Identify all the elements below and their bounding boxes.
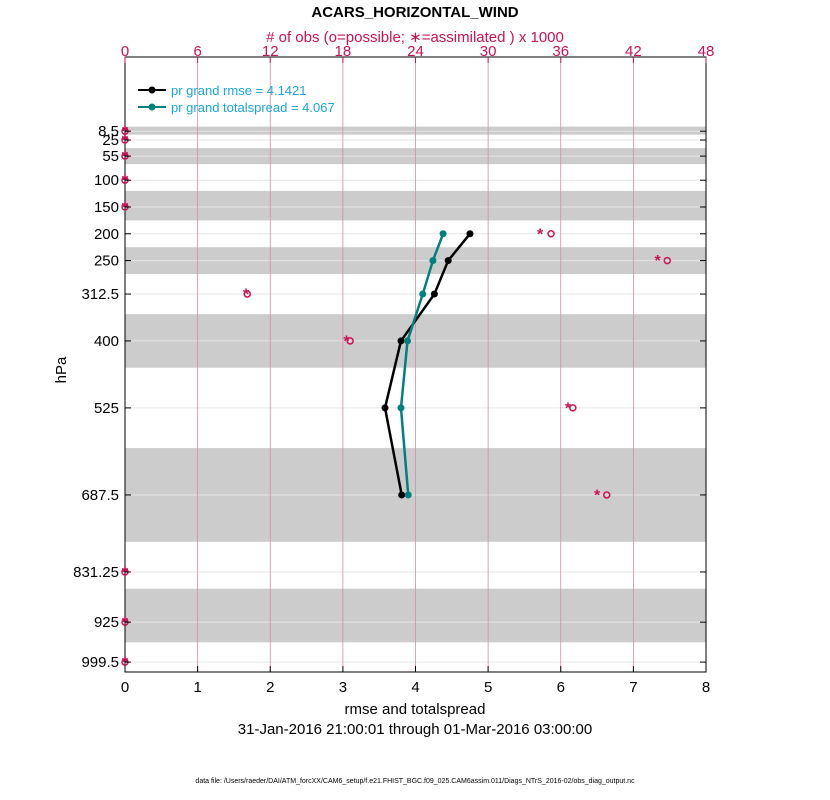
obs-assimilated-marker: * bbox=[122, 173, 129, 190]
top-tick-label: 18 bbox=[335, 43, 352, 60]
obs-assimilated-marker: * bbox=[537, 226, 544, 243]
obs-assimilated-marker: * bbox=[122, 655, 129, 672]
obs-possible-marker bbox=[602, 491, 611, 499]
top-tick-label: 36 bbox=[552, 43, 569, 60]
rmse-point bbox=[398, 491, 406, 499]
x-tick-label: 3 bbox=[339, 679, 347, 696]
y-tick-label: 200 bbox=[94, 226, 119, 243]
top-tick-label: 6 bbox=[193, 43, 201, 60]
x-axis-label: rmse and totalspread bbox=[345, 701, 486, 718]
chart-title: ACARS_HORIZONTAL_WIND bbox=[311, 4, 518, 21]
obs-possible-marker bbox=[663, 256, 672, 265]
obs-assimilated-marker: * bbox=[565, 400, 572, 417]
top-tick-label: 30 bbox=[480, 43, 497, 60]
y-tick-label: 250 bbox=[94, 253, 119, 270]
rmse-point bbox=[466, 230, 474, 238]
y-axis-label: hPa bbox=[53, 356, 70, 383]
y-tick-label: 150 bbox=[94, 199, 119, 216]
legend-spread-text: pr grand totalspread = 4.067 bbox=[171, 100, 335, 115]
y-tick-label: 925 bbox=[94, 614, 119, 631]
totalspread-point bbox=[429, 257, 437, 265]
obs-assimilated-marker: * bbox=[594, 487, 601, 504]
obs-possible-marker bbox=[547, 230, 555, 238]
y-tick-label: 8.5 bbox=[98, 123, 119, 140]
footer-data-file: data file: /Users/raeder/DAI/ATM_forcXX/… bbox=[195, 778, 635, 785]
obs-assimilated-marker: * bbox=[122, 149, 129, 166]
legend-spread-marker bbox=[148, 103, 156, 111]
rmse-point bbox=[430, 290, 438, 298]
obs-possible-marker bbox=[569, 404, 577, 412]
top-tick-label: 48 bbox=[698, 43, 715, 60]
x-tick-label: 8 bbox=[702, 679, 710, 696]
totalspread-line bbox=[399, 233, 445, 496]
y-tick-label: 55 bbox=[102, 148, 119, 165]
legend-rmse-text: pr grand rmse = 4.1421 bbox=[171, 83, 307, 98]
totalspread-point bbox=[404, 491, 412, 499]
top-tick-label: 12 bbox=[262, 43, 279, 60]
totalspread-point bbox=[397, 404, 405, 412]
rmse-point bbox=[381, 404, 389, 412]
top-axis-label: # of obs (o=possible; ∗=assimilated ) x … bbox=[266, 29, 564, 46]
obs-assimilated-marker: * bbox=[243, 287, 250, 304]
y-tick-label: 400 bbox=[94, 333, 119, 350]
obs-possible-marker bbox=[346, 337, 354, 345]
y-tick-label: 100 bbox=[94, 172, 119, 189]
x-tick-label: 4 bbox=[411, 679, 419, 696]
totalspread-point bbox=[404, 337, 412, 345]
x-tick-label: 1 bbox=[193, 679, 201, 696]
totalspread-point bbox=[419, 290, 427, 298]
obs-possible-marker bbox=[243, 290, 252, 298]
axis-ticks: 0 1 2 3 4 5 6 7 80 6 12 18 24 30 36 42 488.5255510015020… bbox=[73, 43, 714, 696]
series-lines bbox=[381, 230, 474, 499]
date-range-label: 31-Jan-2016 21:00:01 through 01-Mar-2016… bbox=[238, 721, 592, 738]
x-tick-label: 0 bbox=[121, 679, 129, 696]
totalspread-point bbox=[439, 230, 447, 238]
top-tick-label: 24 bbox=[407, 43, 424, 60]
y-tick-label: 687.5 bbox=[81, 487, 119, 504]
legend-rmse-marker bbox=[148, 86, 156, 94]
top-tick-label: 0 bbox=[121, 43, 129, 60]
rmse-point bbox=[444, 257, 452, 265]
y-tick-label: 525 bbox=[94, 400, 119, 417]
x-tick-label: 7 bbox=[629, 679, 637, 696]
y-tick-label: 999.5 bbox=[81, 654, 119, 671]
rmse-line bbox=[383, 232, 471, 496]
top-tick-label: 42 bbox=[625, 43, 642, 60]
obs-assimilated-marker: * bbox=[122, 564, 129, 581]
obs-assimilated-marker: * bbox=[122, 124, 129, 141]
y-tick-label: 831.25 bbox=[73, 564, 119, 581]
obs-assimilated-marker: * bbox=[122, 133, 129, 150]
rmse-point bbox=[397, 337, 405, 345]
x-tick-label: 5 bbox=[484, 679, 492, 696]
obs-assimilated-marker: * bbox=[122, 615, 129, 632]
obs-assimilated-marker: * bbox=[343, 333, 350, 350]
x-tick-label: 6 bbox=[557, 679, 565, 696]
obs-assimilated-marker: * bbox=[654, 253, 661, 270]
legend: pr grand rmse = 4.1421 pr grand totalspr… bbox=[138, 83, 335, 115]
y-tick-label: 312.5 bbox=[81, 286, 119, 303]
y-tick-label: 25 bbox=[102, 132, 119, 149]
x-tick-label: 2 bbox=[266, 679, 274, 696]
obs-assimilated-marker: * bbox=[122, 200, 129, 217]
